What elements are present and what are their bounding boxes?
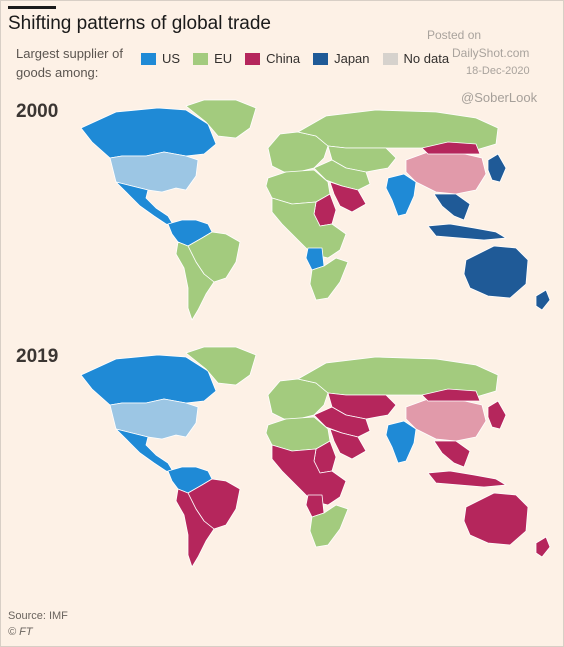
watermark-handle: @SoberLook [461,90,538,105]
region-mongolia-2000 [421,141,481,155]
legend-text-eu: EU [214,51,233,66]
region-europe-2000 [267,131,329,173]
region-new-zealand-2000 [535,289,551,311]
legend-item-us: US [141,51,180,66]
region-indonesia-2000 [427,223,507,241]
legend-item-eu: EU [193,51,232,66]
region-north-america-canada-2000 [80,107,217,159]
legend-swatch-eu [193,52,209,65]
world-map-2000 [80,99,551,321]
region-southern-africa-2019 [309,504,349,548]
region-middle-east-2019 [313,406,371,438]
watermark-site: DailyShot.com [452,46,530,60]
region-greenland-2000 [185,99,257,139]
legend-swatch-japan [313,52,329,65]
legend-swatch-china [245,52,261,65]
region-southern-africa-2000 [309,257,349,301]
source-note: Source: IMF [8,610,68,622]
region-mexico-central-america-2019 [115,428,175,474]
legend-item-china: China [245,51,300,66]
region-indonesia-2019 [427,470,507,488]
region-central-africa-2000 [271,197,347,259]
region-china-2019 [405,398,487,442]
legend-swatch-nodata [382,52,398,65]
region-india-2000 [385,173,417,217]
region-australia-2019 [463,492,529,546]
region-southeast-asia-2019 [433,440,471,468]
world-map-2019 [80,346,551,568]
credit-note: © FT [8,626,33,638]
region-new-zealand-2019 [535,536,551,558]
region-southern-south-america-2000 [175,241,215,321]
region-central-africa-2019 [271,444,347,506]
region-southeast-asia-2000 [433,193,471,221]
region-middle-east-2000 [313,159,371,191]
region-korea-japan-2019 [487,400,507,430]
region-china-2000 [405,151,487,195]
region-mexico-central-america-2000 [115,181,175,227]
legend-text-us: US [162,51,181,66]
region-australia-2000 [463,245,529,299]
region-korea-japan-2000 [487,153,507,183]
map-year-2000: 2000 [16,101,59,122]
region-mongolia-2019 [421,388,481,402]
legend-text-china: China [266,51,301,66]
legend-text-nodata: No data [403,51,450,66]
region-europe-2019 [267,378,329,420]
legend-swatch-us [141,52,156,65]
region-greenland-2019 [185,346,257,386]
region-saudi-arabia-2019 [329,428,367,460]
title-rule [8,6,56,9]
legend: US EU China Japan No data [141,51,462,66]
legend-label: Largest supplier of goods among: [16,46,123,80]
legend-item-japan: Japan [313,51,370,66]
map-year-2019: 2019 [16,346,59,367]
watermark-posted: Posted on [427,28,482,42]
region-india-2019 [385,420,417,464]
chart-title: Shifting patterns of global trade [8,13,272,34]
legend-text-japan: Japan [334,51,370,66]
region-saudi-arabia-2000 [329,181,367,213]
region-north-america-canada-2019 [80,354,217,406]
legend-item-nodata: No data [382,51,450,66]
region-southern-south-america-2019 [175,488,215,568]
watermark-date: 18-Dec-2020 [466,65,530,77]
